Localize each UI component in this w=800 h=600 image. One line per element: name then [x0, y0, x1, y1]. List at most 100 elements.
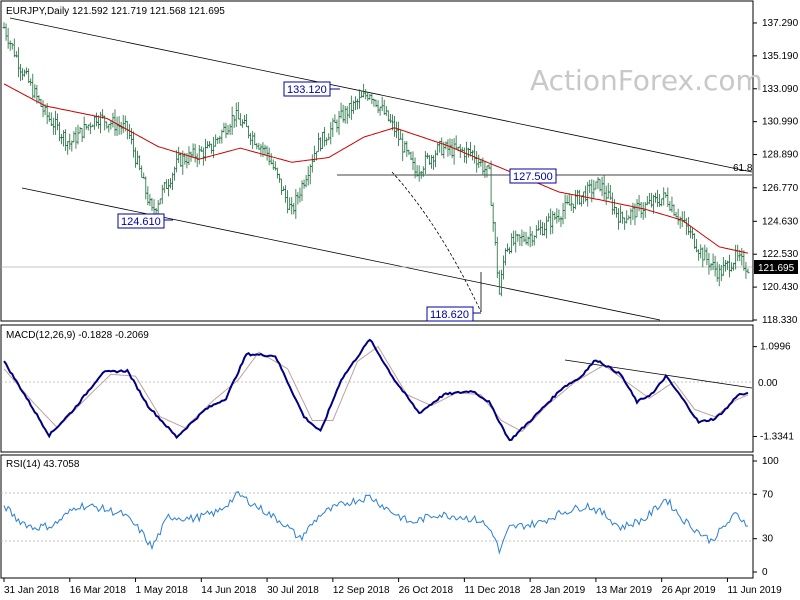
ohlc-bar [382, 99, 386, 116]
price-tick-label: 124.630 [762, 216, 799, 227]
ohlc-bar [469, 142, 473, 157]
ohlc-bar [676, 208, 680, 225]
ohlc-bar [380, 96, 384, 112]
ohlc-bar [522, 231, 526, 243]
signal-series [3, 345, 749, 433]
ohlc-bar [717, 264, 721, 287]
ohlc-bar [584, 185, 588, 202]
annotation-118620: 118.620 [426, 306, 481, 322]
ohlc-bar [253, 132, 257, 146]
ohlc-bar [210, 143, 214, 154]
ohlc-bar [349, 95, 353, 120]
ohlc-bar [18, 63, 22, 81]
ohlc-bar [645, 196, 649, 206]
ohlc-bar [282, 186, 286, 192]
ohlc-bar [316, 132, 320, 153]
price-bars [2, 22, 750, 297]
ohlc-bar [236, 102, 240, 120]
ohlc-bar [175, 150, 179, 173]
ohlc-bar [479, 159, 483, 167]
x-tick-label: 31 Jan 2018 [4, 585, 59, 596]
ohlc-bar [699, 244, 703, 259]
ohlc-bar [526, 236, 530, 246]
ohlc-bar [619, 205, 623, 223]
ohlc-bar [506, 243, 510, 252]
ohlc-bar [321, 131, 325, 149]
lower-channel-line [21, 187, 661, 321]
ohlc-bar [191, 143, 195, 159]
ohlc-bar [57, 122, 61, 142]
ohlc-bar [555, 208, 559, 224]
ohlc-bar [684, 218, 688, 236]
ohlc-bar [228, 123, 232, 135]
ohlc-bar [66, 140, 70, 155]
ohlc-bar [417, 165, 421, 182]
annotation-127500: 127.500 [509, 168, 557, 184]
ohlc-bar [284, 185, 288, 203]
ohlc-bar [337, 110, 341, 135]
ohlc-bar [540, 221, 544, 236]
macd-panel-frame [0, 324, 754, 453]
ohlc-bar [76, 124, 80, 145]
x-tick-label: 13 Mar 2019 [596, 585, 653, 596]
ohlc-bar [688, 226, 692, 239]
ohlc-bar [514, 230, 518, 253]
ohlc-bar [721, 257, 725, 276]
ohlc-bar [4, 23, 8, 41]
ohlc-bar [296, 192, 300, 205]
ohlc-bar [571, 203, 575, 214]
price-tick-label: 126.770 [762, 183, 799, 194]
ohlc-bar [623, 217, 627, 230]
ohlc-bar [333, 114, 337, 123]
ohlc-bar [495, 236, 499, 279]
ohlc-bar [637, 194, 641, 212]
ohlc-bar [691, 227, 695, 240]
ohlc-bar [82, 116, 86, 139]
ohlc-bar [304, 174, 308, 188]
ohlc-bar [288, 197, 292, 211]
ohlc-bar [569, 195, 573, 212]
fib-618-label: 61.8 [733, 163, 753, 174]
ohlc-bar [12, 38, 16, 58]
ohlc-bar [510, 233, 514, 254]
ohlc-bar [475, 151, 479, 173]
ohlc-bar [160, 184, 164, 205]
ohlc-bar [306, 166, 310, 186]
ohlc-bar [308, 164, 312, 185]
ohlc-bar [553, 212, 557, 220]
ohlc-bar [197, 144, 201, 165]
ohlc-bar [378, 106, 382, 116]
ohlc-bar [561, 202, 565, 225]
ohlc-bar [20, 68, 24, 81]
ohlc-bar [269, 153, 273, 165]
ohlc-bar [473, 145, 477, 164]
ohlc-bar [335, 119, 339, 133]
ohlc-bar [557, 209, 561, 223]
macd-series [3, 338, 749, 442]
ohlc-bar [37, 95, 41, 102]
ohlc-bar [477, 154, 481, 168]
ohlc-bar [31, 73, 35, 99]
watermark: ActionForex.com [530, 64, 763, 97]
current-price-marker: 121.695 [754, 260, 798, 274]
ohlc-bar [177, 146, 181, 164]
ohlc-bar [399, 129, 403, 140]
ohlc-bar [740, 248, 744, 266]
svg-text:133.120: 133.120 [287, 84, 327, 96]
ohlc-bar [432, 155, 436, 170]
ohlc-bar [150, 198, 154, 211]
ohlc-bar [508, 247, 512, 255]
ohlc-bar [94, 112, 98, 127]
x-tick-label: 11 Dec 2018 [464, 585, 520, 596]
price-tick-label: 120.430 [762, 282, 799, 293]
price-tick-label: 137.290 [762, 18, 799, 29]
ohlc-bar [329, 122, 333, 145]
ohlc-bar [64, 129, 68, 151]
ohlc-bar [107, 124, 111, 133]
ohlc-bar [51, 117, 55, 135]
ohlc-bar [105, 121, 109, 129]
ohlc-bar [366, 92, 370, 101]
ohlc-bar [401, 133, 405, 162]
ohlc-bar [697, 249, 701, 261]
ohlc-bar [372, 98, 376, 107]
